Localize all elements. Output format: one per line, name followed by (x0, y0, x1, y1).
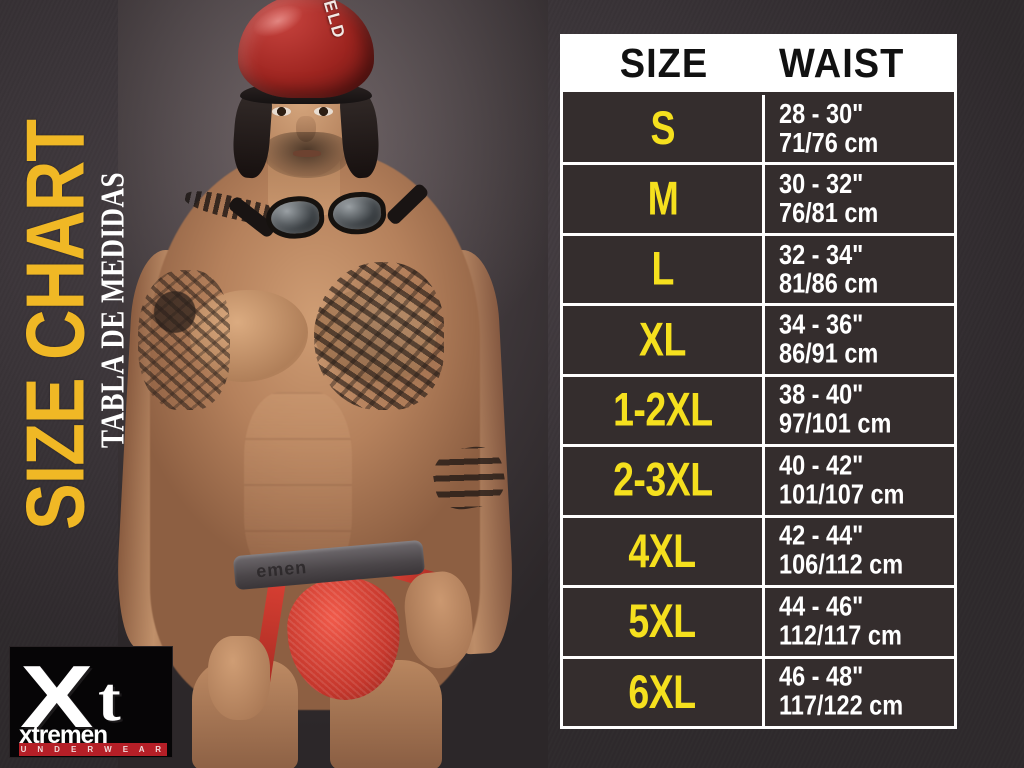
size-table: SIZE WAIST S 28 - 30" 71/76 cm M 30 - 32… (560, 34, 957, 729)
header-cell-size: SIZE (563, 37, 765, 92)
table-header-row: SIZE WAIST (563, 37, 954, 95)
table-row: S 28 - 30" 71/76 cm (563, 95, 954, 166)
size-value: 5XL (628, 595, 697, 649)
cell-waist: 40 - 42" 101/107 cm (765, 447, 954, 514)
cell-waist: 38 - 40" 97/101 cm (765, 377, 954, 444)
tattoo-chest (314, 262, 444, 410)
size-value: L (651, 243, 674, 296)
size-value: M (647, 172, 678, 226)
waist-inches: 40 - 42" (779, 450, 864, 482)
waist-centimeters: 76/81 cm (779, 197, 879, 229)
goggles-lens-left (264, 194, 326, 241)
waist-centimeters: 106/112 cm (779, 549, 904, 581)
cell-waist: 44 - 46" 112/117 cm (765, 588, 954, 655)
brand-logo: X t xtremen U N D E R W E A R (9, 646, 173, 758)
size-value: S (650, 102, 675, 155)
goggles-lens-right (326, 190, 388, 237)
waist-inches: 32 - 34" (779, 239, 864, 270)
table-row: 4XL 42 - 44" 106/112 cm (563, 517, 954, 589)
cell-size: S (563, 95, 765, 163)
tattoo-shoulder (138, 270, 230, 410)
size-value: 4XL (628, 525, 697, 578)
header-cell-waist: WAIST (765, 37, 954, 92)
logo-t-mark: t (98, 666, 121, 734)
waist-centimeters: 86/91 cm (779, 338, 879, 370)
table-row: 5XL 44 - 46" 112/117 cm (563, 588, 954, 659)
logo-x-mark: X (20, 647, 94, 746)
waist-inches: 28 - 30" (779, 98, 864, 130)
waist-inches: 30 - 32" (779, 168, 864, 200)
cell-size: XL (563, 306, 765, 374)
cell-size: 6XL (563, 658, 765, 726)
cell-waist: 28 - 30" 71/76 cm (765, 95, 954, 162)
cell-size: 5XL (563, 588, 765, 656)
waist-inches: 42 - 44" (779, 520, 864, 552)
model-photo: ELD emen (118, 0, 548, 768)
waist-inches: 34 - 36" (779, 309, 864, 341)
table-row: M 30 - 32" 76/81 cm (563, 165, 954, 236)
waist-inches: 46 - 48" (779, 661, 864, 693)
cell-size: M (563, 165, 765, 233)
cell-waist: 30 - 32" 76/81 cm (765, 165, 954, 232)
cell-size: 2-3XL (563, 447, 765, 515)
table-row: L 32 - 34" 81/86 cm (563, 235, 954, 307)
size-value: 2-3XL (612, 454, 713, 508)
model-mouth (293, 150, 321, 157)
cell-waist: 32 - 34" 81/86 cm (765, 236, 954, 303)
model-eye-right (314, 107, 333, 116)
cell-waist: 34 - 36" 86/91 cm (765, 306, 954, 373)
waist-centimeters: 81/86 cm (779, 268, 879, 299)
header-label-waist: WAIST (779, 41, 905, 87)
cell-size: 4XL (563, 517, 765, 586)
page-title: SIZE CHART (9, 120, 102, 530)
table-row: 1-2XL 38 - 40" 97/101 cm (563, 376, 954, 448)
logo-tagline: U N D E R W E A R (19, 743, 167, 756)
waist-centimeters: 101/107 cm (779, 479, 905, 511)
waist-centimeters: 117/122 cm (779, 690, 904, 722)
waist-centimeters: 71/76 cm (779, 127, 879, 159)
header-label-size: SIZE (619, 41, 709, 87)
size-value: XL (639, 313, 686, 367)
model-eye-left (272, 107, 291, 116)
waist-centimeters: 112/117 cm (779, 620, 902, 652)
page-subtitle: TABLA DE MEDIDAS (93, 171, 132, 448)
model-hand-left (208, 636, 270, 720)
waist-inches: 38 - 40" (779, 380, 864, 411)
waist-inches: 44 - 46" (779, 591, 864, 623)
waistband-brand-text: emen (255, 556, 308, 582)
cell-waist: 46 - 48" 117/122 cm (765, 659, 954, 726)
size-value: 6XL (628, 665, 697, 719)
table-row: XL 34 - 36" 86/91 cm (563, 306, 954, 377)
cell-size: L (563, 235, 765, 304)
red-helmet (238, 0, 374, 98)
cell-waist: 42 - 44" 106/112 cm (765, 518, 954, 585)
table-row: 2-3XL 40 - 42" 101/107 cm (563, 447, 954, 518)
waist-centimeters: 97/101 cm (779, 409, 892, 440)
table-row: 6XL 46 - 48" 117/122 cm (563, 658, 954, 726)
motorcycle-goggles (226, 182, 430, 246)
size-value: 1-2XL (612, 384, 713, 437)
cell-size: 1-2XL (563, 376, 765, 445)
